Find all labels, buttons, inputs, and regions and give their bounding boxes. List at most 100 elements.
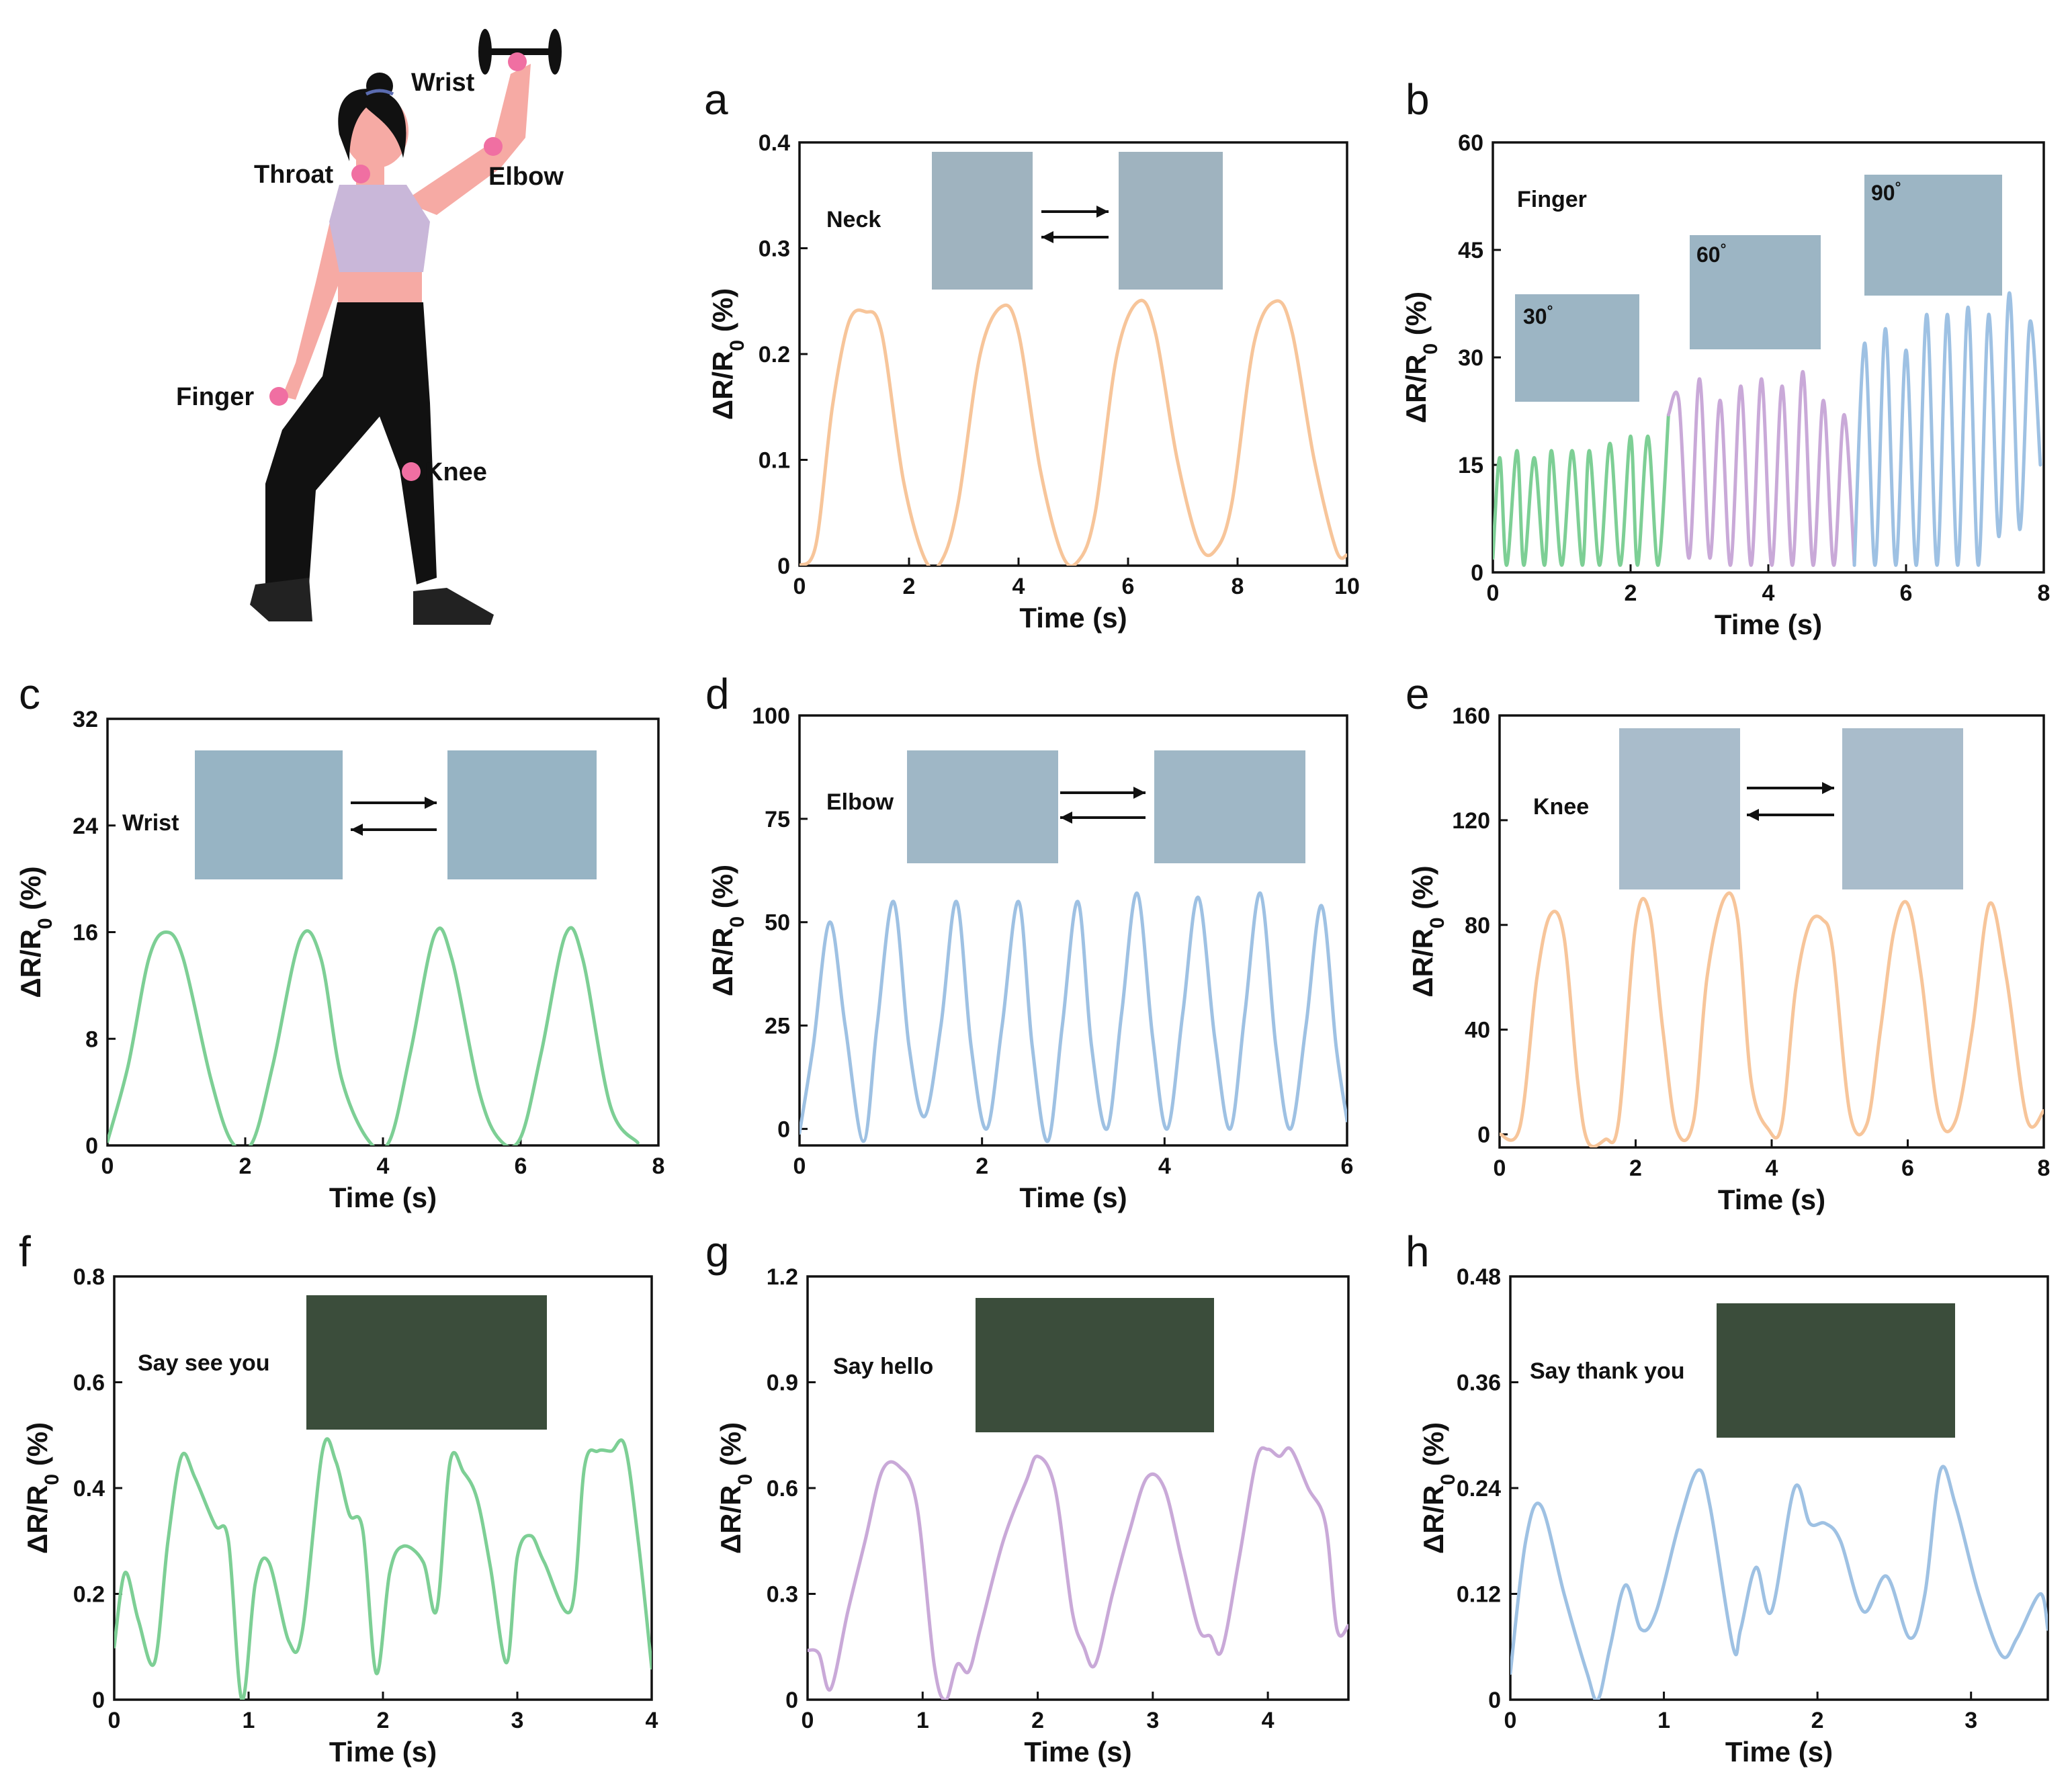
y-tick-label: 0 bbox=[92, 1688, 105, 1713]
x-tick-label: 0 bbox=[1487, 580, 1500, 606]
x-tick-label: 0 bbox=[793, 574, 806, 599]
y-tick-label: 40 bbox=[1465, 1018, 1490, 1043]
left-shoe bbox=[250, 578, 312, 621]
y-tick-label: 0.12 bbox=[1457, 1582, 1501, 1608]
x-axis-label: Time (s) bbox=[1725, 1736, 1833, 1768]
x-tick-label: 0 bbox=[802, 1708, 814, 1733]
x-tick-label: 0 bbox=[1504, 1708, 1517, 1733]
panel-letter-c: c bbox=[19, 670, 40, 718]
series-line-b bbox=[1852, 291, 2042, 567]
panel-annotation: Finger bbox=[1517, 187, 1587, 212]
y-tick-label: 32 bbox=[73, 707, 98, 732]
elbow-photo-straight bbox=[907, 750, 1058, 863]
x-tick-label: 10 bbox=[1334, 574, 1360, 599]
y-tick-label: 30 bbox=[1458, 345, 1483, 371]
panel-letter-b: b bbox=[1406, 75, 1430, 124]
angle-label-30: 30° bbox=[1523, 302, 1553, 329]
panel-d: d 0 2 4 6 0 25 50 75 100 Time (s) ΔR/R0 (%) Elbow bbox=[705, 670, 1353, 1213]
y-tick-label: 0.1 bbox=[759, 448, 790, 474]
x-tick-label: 4 bbox=[377, 1153, 390, 1179]
panel-annotation: Say thank you bbox=[1530, 1358, 1685, 1384]
panel-letter-e: e bbox=[1406, 670, 1430, 718]
throat-marker bbox=[351, 165, 370, 183]
x-tick-label: 3 bbox=[1146, 1708, 1159, 1733]
y-axis-label: ΔR/R0 (%) bbox=[1407, 865, 1449, 997]
x-tick-label: 4 bbox=[1762, 580, 1775, 606]
y-tick-label: 0 bbox=[85, 1133, 98, 1159]
x-tick-label: 3 bbox=[511, 1708, 524, 1733]
arrow-head bbox=[1041, 231, 1053, 243]
y-tick-label: 0.9 bbox=[767, 1370, 798, 1396]
y-tick-label: 100 bbox=[752, 703, 790, 729]
y-tick-label: 0.24 bbox=[1457, 1476, 1501, 1501]
angle-label-90: 90° bbox=[1871, 179, 1901, 206]
y-tick-label: 0.2 bbox=[759, 342, 790, 367]
y-tick-label: 0.4 bbox=[759, 130, 790, 156]
wrist-photo-bent bbox=[447, 750, 597, 879]
panel-annotation: Say see you bbox=[138, 1350, 270, 1376]
x-tick-label: 6 bbox=[1341, 1153, 1354, 1179]
panel-letter-g: g bbox=[705, 1227, 730, 1276]
y-tick-label: 0.3 bbox=[759, 236, 790, 262]
series-line-g bbox=[808, 1446, 1348, 1700]
neck-photo-forward bbox=[932, 152, 1033, 290]
y-axis-label: ΔR/R0 (%) bbox=[21, 1422, 63, 1554]
wrist-photo-straight bbox=[195, 750, 343, 879]
label-throat: Throat bbox=[254, 161, 334, 189]
y-tick-label: 0.48 bbox=[1457, 1264, 1501, 1290]
panel-g: g 0 1 2 3 4 0 0.3 0.6 0.9 1.2 Time (s) ΔR/R0 (%) Say … bbox=[705, 1227, 1350, 1768]
x-tick-label: 2 bbox=[976, 1153, 988, 1179]
y-tick-label: 0.6 bbox=[767, 1476, 798, 1501]
panel-b: b 0 2 4 6 8 0 15 30 45 60 Time (s) ΔR/R0 (%) Finger 30… bbox=[1400, 75, 2050, 640]
x-axis-label: Time (s) bbox=[1019, 1182, 1127, 1213]
x-tick-label: 4 bbox=[646, 1708, 658, 1733]
finger-photo-60 bbox=[1690, 235, 1821, 349]
x-tick-label: 2 bbox=[377, 1708, 390, 1733]
midriff bbox=[338, 272, 422, 304]
dumbbell-weight-right bbox=[548, 29, 562, 75]
y-tick-label: 45 bbox=[1458, 238, 1483, 263]
throat-photo-see-you bbox=[306, 1295, 547, 1430]
x-tick-label: 2 bbox=[1811, 1708, 1824, 1733]
x-tick-label: 6 bbox=[515, 1153, 527, 1179]
x-tick-label: 2 bbox=[1625, 580, 1637, 606]
y-tick-label: 80 bbox=[1465, 913, 1490, 939]
y-axis-label: ΔR/R0 (%) bbox=[715, 1422, 757, 1554]
x-tick-label: 1 bbox=[243, 1708, 255, 1733]
human-figure-illustration: Wrist Throat Elbow Finger Knee bbox=[176, 29, 564, 625]
y-tick-label: 24 bbox=[73, 814, 98, 839]
wrist-marker bbox=[508, 52, 527, 71]
x-tick-label: 3 bbox=[1965, 1708, 1977, 1733]
series-line-c bbox=[107, 926, 640, 1145]
series-line-a bbox=[800, 298, 1347, 566]
y-tick-label: 0 bbox=[777, 554, 790, 579]
neck-photo-back bbox=[1119, 152, 1223, 290]
elbow-marker bbox=[484, 137, 503, 156]
x-axis-label: Time (s) bbox=[1024, 1736, 1131, 1768]
y-tick-label: 25 bbox=[765, 1014, 790, 1039]
label-elbow: Elbow bbox=[488, 163, 564, 191]
panel-letter-f: f bbox=[19, 1227, 31, 1276]
panel-a: a 0 2 4 6 8 10 0 0.1 0.2 0.3 0.4 Time (s) ΔR/R0 (%) Ne… bbox=[704, 75, 1360, 634]
x-axis-label: Time (s) bbox=[329, 1182, 437, 1213]
throat-photo-hello bbox=[976, 1298, 1214, 1432]
arrow-head bbox=[1060, 812, 1072, 824]
plot-frame bbox=[798, 141, 1348, 567]
panel-letter-d: d bbox=[705, 670, 730, 718]
series-line-e bbox=[1500, 891, 2044, 1147]
arrow-head bbox=[351, 824, 363, 836]
x-tick-label: 8 bbox=[1232, 574, 1244, 599]
panel-annotation: Neck bbox=[826, 207, 881, 232]
hair-tie bbox=[365, 89, 394, 96]
dumbbell-weight-left bbox=[478, 29, 492, 75]
x-tick-label: 6 bbox=[1901, 1156, 1914, 1181]
knee-photo-bent bbox=[1842, 728, 1963, 889]
x-tick-label: 1 bbox=[1657, 1708, 1670, 1733]
y-tick-label: 120 bbox=[1452, 808, 1490, 834]
panel-letter-a: a bbox=[704, 75, 728, 124]
arrow-head bbox=[1747, 809, 1759, 821]
label-knee: Knee bbox=[425, 458, 487, 486]
